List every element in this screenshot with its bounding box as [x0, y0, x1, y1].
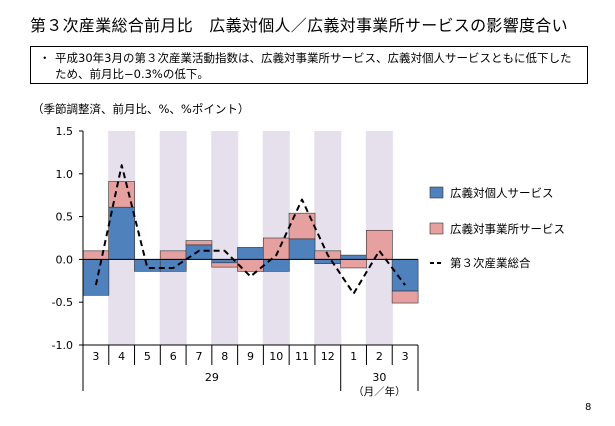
- bar-business-services: [211, 262, 239, 268]
- bar-business-services: [159, 250, 187, 260]
- bar-business-services: [366, 229, 393, 260]
- bar-personal-services: [134, 259, 161, 272]
- page-title: 第３次産業総合前月比 広義対個人／広義対事業所サービスの影響度合い: [30, 16, 568, 35]
- bar-personal-services: [340, 254, 367, 260]
- bar-business-services: [82, 250, 110, 260]
- x-tick-label: 11: [295, 350, 309, 363]
- summary-note: ・ 平成30年3月の第３次産業活動指数は、広義対事業所サービス、広義対個人サービ…: [30, 46, 588, 84]
- bar-personal-services: [82, 259, 110, 296]
- y-tick-label: -0.5: [52, 296, 73, 309]
- year-label: 30: [372, 371, 386, 384]
- bar-personal-services: [288, 238, 316, 260]
- bar-personal-services: [108, 206, 135, 260]
- legend-label-tertiary-total: 第３次産業総合: [450, 256, 531, 270]
- bar-personal-services: [237, 247, 264, 260]
- bar-business-services: [185, 240, 213, 246]
- bar-business-services: [340, 259, 367, 269]
- shaded-month-band: [159, 131, 187, 345]
- legend-label-business-services: 広義対事業所サービス: [450, 222, 565, 236]
- x-tick-label: 7: [195, 350, 202, 363]
- bullet-marker: ・: [39, 51, 51, 65]
- x-tick-label: 2: [376, 350, 383, 363]
- y-tick-label: 0.0: [56, 253, 74, 266]
- x-tick-label: 3: [92, 350, 99, 363]
- y-tick-label: 1.0: [56, 168, 74, 181]
- x-tick-label: 9: [247, 350, 254, 363]
- shaded-month-band: [211, 131, 239, 345]
- x-tick-label: 12: [321, 350, 335, 363]
- x-tick-label: 5: [144, 350, 151, 363]
- legend-swatch-personal-services: [429, 186, 444, 199]
- x-tick-label: 8: [221, 350, 228, 363]
- x-axis-unit-label: （月／年）: [353, 385, 406, 398]
- summary-note-text: 平成30年3月の第３次産業活動指数は、広義対事業所サービス、広義対個人サービスと…: [55, 51, 572, 81]
- legend-label-personal-services: 広義対個人サービス: [450, 186, 554, 200]
- series-line-tertiary-total: [94, 164, 406, 295]
- x-tick-label: 4: [118, 350, 125, 363]
- year-label: 29: [205, 371, 219, 384]
- bar-business-services: [391, 290, 419, 304]
- bar-personal-services: [262, 259, 290, 272]
- bar-personal-services: [314, 259, 342, 264]
- bar-business-services: [237, 259, 264, 272]
- bar-personal-services: [391, 259, 419, 292]
- x-tick-label: 3: [402, 350, 409, 363]
- x-tick-label: 10: [269, 350, 283, 363]
- shaded-month-band: [314, 131, 342, 345]
- y-tick-label: 0.5: [56, 211, 74, 224]
- x-tick-label: 1: [350, 350, 357, 363]
- y-tick-label: 1.5: [56, 125, 74, 138]
- y-tick-label: -1.0: [52, 339, 73, 352]
- page-number: 8: [585, 402, 592, 413]
- unit-note: （季節調整済、前月比、%、%ポイント）: [32, 102, 250, 116]
- legend-swatch-business-services: [429, 222, 444, 235]
- x-tick-label: 6: [170, 350, 177, 363]
